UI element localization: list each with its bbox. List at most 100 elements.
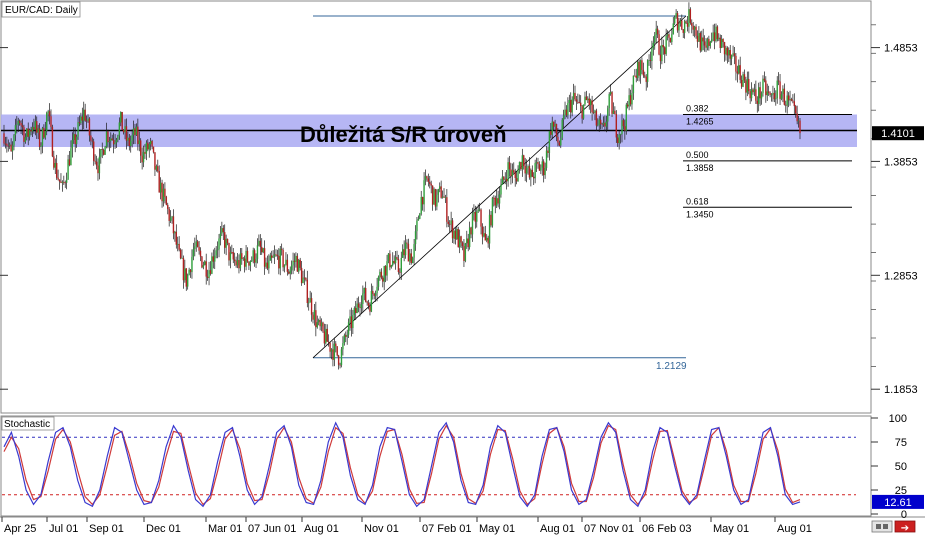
candle-body — [100, 149, 102, 157]
candle — [178, 236, 180, 252]
candle-body — [651, 48, 653, 61]
candle — [550, 123, 552, 139]
candle — [232, 248, 234, 264]
time-tick-label: 07 Feb 01 — [422, 523, 472, 535]
candle — [394, 251, 397, 270]
candle — [491, 196, 494, 228]
candle-body — [740, 80, 743, 87]
candle — [504, 172, 506, 185]
candle — [424, 169, 427, 186]
candle-body — [474, 212, 477, 222]
candle-body — [763, 78, 766, 81]
candle-body — [555, 124, 558, 137]
candle-body — [495, 198, 498, 206]
candle — [149, 137, 152, 151]
candle-body — [43, 127, 45, 138]
candle — [682, 29, 684, 38]
candle — [390, 264, 393, 269]
candle — [355, 301, 357, 320]
candle — [318, 318, 320, 326]
current-price-label: 1.4101 — [881, 128, 915, 140]
candle — [278, 248, 280, 275]
candle — [34, 115, 37, 136]
candle-body — [699, 33, 702, 51]
candle-body — [602, 122, 605, 125]
candle — [789, 90, 791, 106]
candle-body — [466, 238, 468, 244]
candle — [77, 117, 79, 140]
candle — [624, 119, 626, 140]
candle — [233, 252, 236, 266]
candle-body — [289, 270, 291, 274]
candle — [430, 180, 432, 194]
candle-body — [420, 197, 422, 214]
candle — [185, 268, 187, 291]
candle-body — [723, 42, 726, 55]
candle — [487, 235, 489, 248]
candle — [366, 300, 368, 306]
candle-body — [3, 133, 5, 144]
candle — [414, 225, 417, 251]
candle — [554, 119, 556, 134]
chart-shift-button[interactable] — [871, 520, 893, 533]
candle — [480, 208, 482, 235]
candle-body — [560, 137, 562, 146]
candle — [389, 250, 391, 271]
fibonacci-levels: 0.382 1.4265 0.500 1.3858 0.618 1.3450 — [683, 104, 852, 219]
candle — [799, 118, 801, 140]
candle — [67, 154, 69, 180]
candle — [699, 31, 702, 53]
candle-body — [562, 115, 565, 120]
candle-body — [453, 230, 455, 239]
candle-body — [570, 100, 572, 113]
candle-body — [28, 130, 31, 137]
candle-body — [219, 233, 222, 239]
candle — [678, 18, 680, 37]
candle — [57, 169, 59, 181]
autoscroll-button[interactable]: ➔ — [894, 520, 916, 534]
candle — [161, 179, 163, 208]
candle — [706, 37, 709, 51]
candle — [258, 234, 260, 247]
candle-body — [535, 162, 538, 164]
candle — [450, 211, 452, 233]
candle-body — [481, 226, 484, 237]
candle-body — [286, 259, 289, 272]
candle-body — [278, 255, 280, 269]
candle — [439, 182, 441, 193]
candle-body — [732, 53, 734, 56]
candle-body — [17, 120, 19, 125]
candle — [776, 76, 778, 104]
candle-body — [780, 94, 783, 99]
candle — [537, 157, 539, 169]
candle-body — [426, 176, 428, 179]
candle — [698, 26, 700, 42]
candle — [772, 85, 774, 102]
candle — [444, 194, 447, 203]
candle-body — [58, 179, 61, 182]
candle — [352, 309, 354, 334]
candle-body — [480, 209, 482, 227]
candle — [21, 118, 24, 136]
candle — [587, 96, 589, 103]
candle-body — [111, 138, 113, 141]
candle-body — [319, 320, 321, 327]
candle-body — [204, 261, 206, 265]
candle — [641, 57, 643, 75]
candle-body — [364, 288, 367, 302]
candle-body — [349, 316, 351, 323]
candle-body — [410, 253, 412, 263]
candle-body — [624, 126, 626, 131]
candle — [555, 123, 558, 142]
candle — [184, 259, 186, 283]
candle-body — [84, 109, 86, 121]
candle — [90, 130, 92, 146]
candle-body — [793, 101, 795, 107]
candle — [212, 249, 215, 269]
candle-body — [152, 146, 155, 153]
candle — [669, 37, 672, 43]
candle — [486, 234, 488, 243]
candle-body — [137, 126, 139, 144]
candle-body — [161, 182, 163, 202]
candle — [117, 134, 119, 143]
